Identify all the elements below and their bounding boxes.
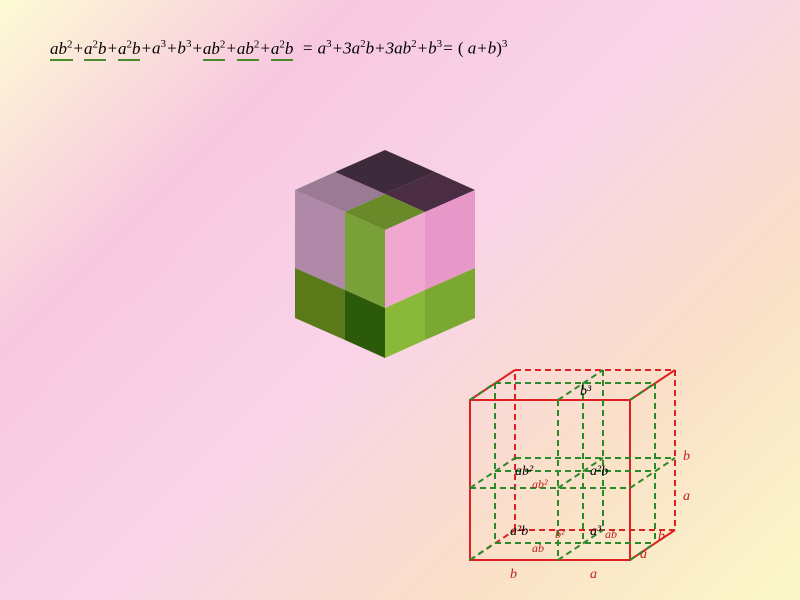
label-ab2-red: ab² — [532, 477, 548, 491]
edge-a-right-bot2: a — [640, 547, 647, 562]
edge-a-right-mid: a — [683, 489, 690, 504]
label-a2b: a²b — [590, 464, 608, 479]
label-ab-red: ab — [605, 527, 617, 541]
wireframe-labels: b³ ab² ab² a²b a²b b² a³ ab ab b a b a b… — [510, 384, 690, 582]
inner-subdivision-edges — [470, 370, 675, 560]
label-a3: a³ — [590, 524, 602, 539]
binomial-formula: ab2+a2b+a2b+a3+b3+ab2+ab2+a2b = a3+3a2b+… — [50, 38, 507, 59]
outer-cube-edges — [470, 370, 675, 560]
edge-a-bottom: a — [590, 567, 597, 582]
label-a2b-2: a²b — [510, 524, 528, 539]
label-b2-red: b² — [555, 527, 565, 541]
edge-b-right-top: b — [683, 449, 690, 464]
edge-b-bottom: b — [510, 567, 517, 582]
label-b3: b³ — [580, 384, 592, 399]
label-ab-red2: ab — [532, 541, 544, 555]
wireframe-cube-diagram: b³ ab² ab² a²b a²b b² a³ ab ab b a b a b… — [440, 360, 740, 600]
edge-b-right-bot: b — [658, 529, 665, 544]
solid-cube-diagram — [255, 150, 515, 380]
